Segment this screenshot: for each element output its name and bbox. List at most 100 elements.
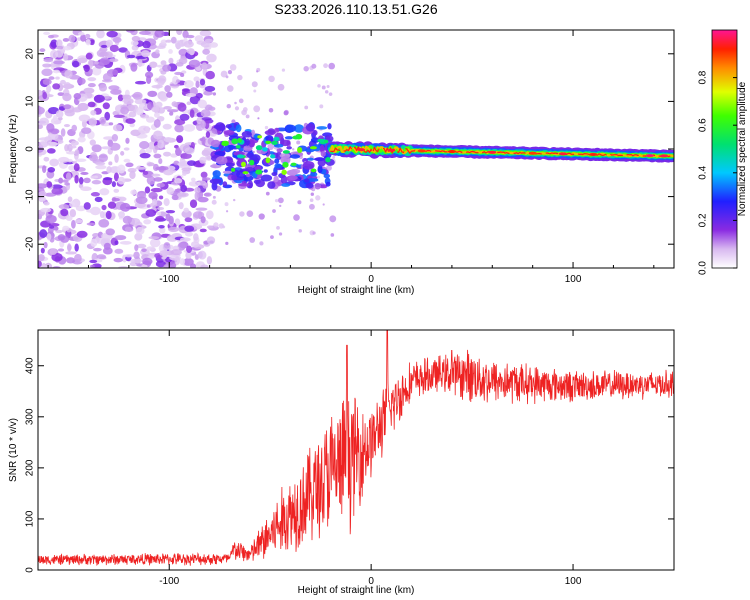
spectrogram-noise-blob	[75, 205, 87, 212]
spectrogram-noise-blob	[158, 225, 165, 229]
spectrogram-noise-blob	[131, 45, 139, 51]
spectrogram-scatter-blob	[247, 180, 253, 189]
spectrogram-noise-blob	[163, 198, 170, 207]
spectrogram-noise-blob	[40, 196, 46, 202]
spectrogram-noise-blob	[135, 107, 144, 116]
spectrogram-noise-blob	[65, 215, 73, 221]
spectrogram-noise-blob	[73, 93, 82, 100]
spectrogram-scatter-peak	[324, 139, 329, 144]
spectrogram-noise-blob	[38, 106, 45, 115]
spectrogram-noise-blob	[139, 141, 150, 150]
spectrogram-noise-blob	[201, 150, 211, 157]
spectrogram-noise-blob	[151, 84, 163, 89]
spectrogram-noise-blob	[225, 75, 229, 79]
spectrogram-noise-blob	[183, 257, 194, 266]
spectrogram-noise-blob	[186, 101, 192, 106]
spectrogram-noise-blob	[186, 34, 195, 39]
spectrogram-xtick-label: 0	[368, 274, 374, 285]
spectrogram-noise-blob	[119, 202, 131, 212]
spectrogram-noise-blob	[156, 182, 165, 188]
spectrogram-noise-blob	[186, 245, 193, 254]
spectrogram-noise-blob	[190, 177, 196, 182]
spectrogram-scatter-blob	[245, 173, 251, 178]
spectrogram-noise-blob	[46, 84, 52, 93]
spectrogram-noise-blob	[194, 187, 201, 194]
spectrogram-noise-blob	[159, 250, 170, 257]
spectrogram-noise-blob	[183, 80, 194, 88]
spectrogram-scatter-blob	[284, 136, 294, 140]
spectrogram-noise-blob	[297, 200, 302, 205]
spectrogram-noise-blob	[153, 153, 162, 159]
spectrogram-noise-blob	[114, 154, 119, 163]
spectrogram-noise-blob	[310, 192, 314, 196]
spectrogram-noise-blob	[74, 243, 79, 252]
spectrogram-noise-blob	[98, 153, 109, 163]
spectrogram-noise-blob	[69, 201, 76, 208]
spectrogram-noise-blob	[93, 94, 105, 103]
spectrogram-noise-blob	[52, 83, 61, 90]
spectrogram-noise-blob	[129, 122, 135, 128]
spectrogram-scatter-blob	[241, 174, 254, 182]
spectrogram-noise-blob	[231, 119, 236, 124]
spectrogram-noise-blob	[185, 251, 192, 260]
spectrogram-noise-blob	[133, 251, 140, 260]
spectrogram-noise-blob	[105, 228, 116, 236]
spectrogram-noise-blob	[62, 225, 70, 231]
spectrogram-noise-blob	[40, 207, 52, 213]
spectrogram-noise-blob	[104, 111, 111, 121]
spectrogram-scatter-blob	[267, 181, 276, 189]
figure-title: S233.2026.110.13.51.G26	[274, 1, 437, 17]
spectrogram-noise-blob	[237, 74, 243, 81]
spectrogram-noise-blob	[107, 201, 117, 209]
spectrogram-noise-blob	[188, 59, 201, 68]
spectrogram-scatter-blob	[317, 165, 323, 174]
spectrogram-noise-blob	[201, 177, 211, 181]
spectrogram-noise-blob	[147, 255, 155, 259]
colorbar-gradient	[711, 29, 738, 269]
spectrogram-noise-blob	[68, 34, 76, 43]
snr-ticks: -100 0 100 0 100 200 300 400	[25, 330, 674, 587]
spectrogram-noise-blob	[181, 167, 192, 172]
spectrogram-noise-blob	[321, 85, 326, 90]
spectrogram-noise-blob	[137, 58, 143, 67]
spectrogram-noise-blob	[42, 165, 47, 174]
spectrogram-scatter-peak	[242, 171, 249, 175]
spectrogram-scatter-blob	[280, 175, 288, 184]
spectrogram-noise-blob	[41, 68, 53, 77]
spectrogram-noise-blob	[49, 142, 59, 146]
spectrogram-noise-blob	[166, 91, 173, 98]
spectrogram-noise-blob	[155, 166, 167, 171]
spectrogram-noise-blob	[283, 110, 289, 116]
spectrogram-noise-blob	[76, 77, 86, 85]
spectrogram-noise-blob	[211, 199, 217, 205]
spectrogram-noise-blob	[153, 177, 163, 182]
spectrogram-hotspot	[488, 150, 497, 154]
spectrogram-scatter-peak	[325, 157, 331, 163]
spectrogram-noise-blob	[80, 34, 87, 42]
spectrogram-noise-blob	[199, 78, 206, 86]
spectrogram-noise-blob	[95, 164, 107, 170]
spectrogram-scatter-blob	[210, 139, 221, 148]
spectrogram-noise-blob	[183, 40, 194, 48]
spectrogram-noise-blob	[55, 76, 60, 80]
spectrogram-noise-blob	[130, 63, 138, 72]
spectrogram-noise-blob	[117, 164, 126, 174]
spectrogram-noise-blob	[163, 137, 173, 143]
spectrogram-noise-blob	[293, 214, 300, 221]
spectrogram-scatter-blob	[218, 143, 223, 150]
spectrogram-ytick-label: 0	[25, 146, 36, 152]
snr-xtick-label: 0	[368, 576, 374, 587]
spectrogram-noise-blob	[176, 135, 184, 143]
spectrogram-noise-blob	[158, 195, 164, 200]
snr-ytick-label: 300	[25, 408, 36, 425]
spectrogram-noise-blob	[233, 198, 236, 202]
spectrogram-noise-blob	[111, 181, 116, 188]
spectrogram-noise-blob	[65, 151, 77, 155]
spectrogram-ytick-label: 20	[25, 48, 36, 60]
spectrogram-noise-blob	[312, 231, 316, 235]
spectrogram-noise-blob	[42, 78, 52, 85]
spectrogram-noise-blob	[163, 241, 171, 249]
spectrogram-scatter-blob	[274, 163, 282, 169]
spectrogram-noise-blob	[166, 234, 178, 242]
spectrogram-noise-blob	[225, 241, 229, 246]
